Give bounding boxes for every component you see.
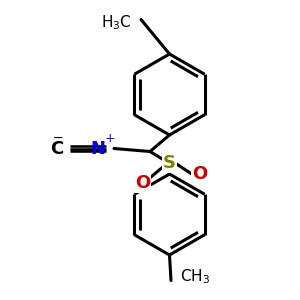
Text: +: + xyxy=(105,132,116,145)
Text: N: N xyxy=(90,140,105,158)
Text: CH$_3$: CH$_3$ xyxy=(180,268,210,286)
Text: C: C xyxy=(50,140,63,158)
Text: S: S xyxy=(163,154,176,172)
Text: O: O xyxy=(135,174,150,192)
Text: O: O xyxy=(192,165,207,183)
Text: −: − xyxy=(52,131,63,145)
Text: H$_3$C: H$_3$C xyxy=(101,14,132,32)
